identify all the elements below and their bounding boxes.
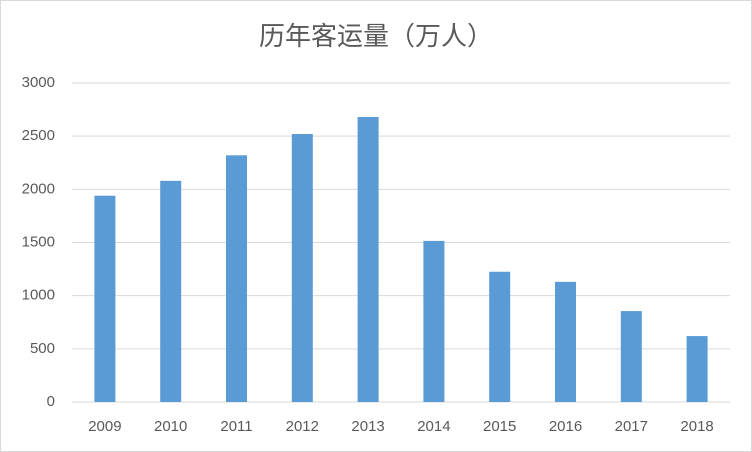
x-tick-label: 2017 [615, 418, 648, 435]
bar [620, 311, 642, 402]
y-tick-label: 1000 [22, 287, 55, 304]
bar [160, 180, 182, 402]
x-tick-label: 2015 [483, 418, 516, 435]
x-tick-label: 2013 [351, 418, 384, 435]
bar [423, 240, 445, 402]
x-tick-label: 2018 [680, 418, 713, 435]
y-tick-label: 2000 [22, 180, 55, 197]
bar [686, 336, 708, 402]
bar [489, 271, 511, 402]
x-tick-label: 2011 [220, 418, 252, 435]
x-tick-label: 2016 [549, 418, 582, 435]
y-tick-label: 2500 [22, 127, 55, 144]
bar [94, 195, 116, 402]
y-tick-label: 1500 [22, 233, 55, 250]
bar [226, 155, 247, 402]
bar [555, 281, 576, 402]
y-tick-label: 0 [47, 393, 55, 410]
x-tick-label: 2012 [286, 418, 319, 435]
bar [357, 117, 379, 402]
x-tick-label: 2014 [417, 418, 450, 435]
y-tick-label: 500 [30, 340, 55, 357]
chart-title: 历年客运量（万人） [259, 21, 493, 51]
bar [291, 134, 313, 403]
y-tick-label: 3000 [22, 74, 55, 91]
x-tick-label: 2010 [154, 418, 187, 435]
x-tick-label: 2009 [88, 418, 121, 435]
